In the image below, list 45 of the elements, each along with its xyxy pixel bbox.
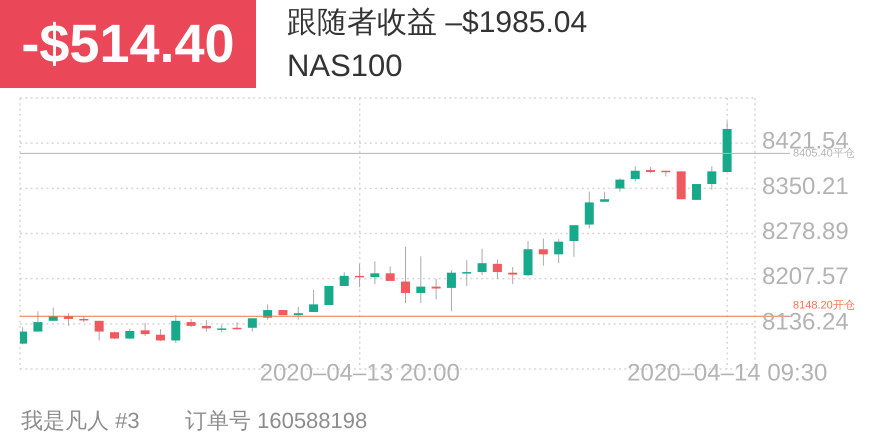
candlestick	[400, 246, 410, 304]
candlestick	[446, 270, 456, 312]
candlestick	[615, 178, 624, 192]
candlestick	[538, 238, 548, 266]
badge: -$514.40	[0, 0, 256, 88]
chart-subtitle: NAS100	[287, 47, 402, 85]
candlestick	[294, 306, 303, 320]
candlestick	[692, 184, 701, 200]
candlestick	[600, 191, 610, 202]
x-tick-label: 2020–04–13 20:00	[260, 360, 460, 386]
candlestick	[584, 191, 594, 229]
y-tick-label: 8350.21	[762, 172, 849, 200]
candlestick	[248, 318, 257, 332]
candlestick	[156, 328, 165, 342]
y-tick-label: 8278.89	[762, 218, 849, 245]
candlestick	[355, 263, 364, 288]
candlestick	[508, 266, 518, 285]
candlestick	[125, 328, 134, 340]
candlestick	[33, 310, 42, 332]
text: 订单号 160588198	[185, 407, 368, 435]
candlestick	[94, 320, 104, 341]
candlestick	[432, 278, 441, 300]
candlestick	[171, 314, 180, 344]
chart-title: 跟随者收益 –$1985.04	[287, 5, 588, 41]
candlestick	[569, 224, 578, 258]
candlestick	[202, 320, 211, 332]
y-tick-label: 8207.57	[762, 263, 849, 290]
ref-line-label: 8148.20开仓	[793, 299, 855, 312]
candlestick	[340, 272, 349, 286]
candlestick	[386, 266, 395, 282]
candlestick	[554, 238, 564, 264]
candlestick	[370, 260, 380, 285]
text: 我是凡人 #3	[21, 407, 140, 435]
ref-line-label: 8405.40平仓	[793, 147, 855, 160]
candlestick	[630, 166, 640, 182]
candlestick	[416, 256, 426, 304]
candlestick	[478, 248, 487, 276]
candlestick	[48, 307, 58, 322]
candlestick	[324, 286, 334, 305]
candlestick	[462, 260, 472, 286]
candlestick	[309, 289, 318, 312]
candlestick	[492, 258, 502, 280]
x-tick-label: 2020–04–14 09:30	[627, 360, 828, 386]
candlestick	[707, 166, 716, 190]
candlestick	[140, 322, 150, 337]
